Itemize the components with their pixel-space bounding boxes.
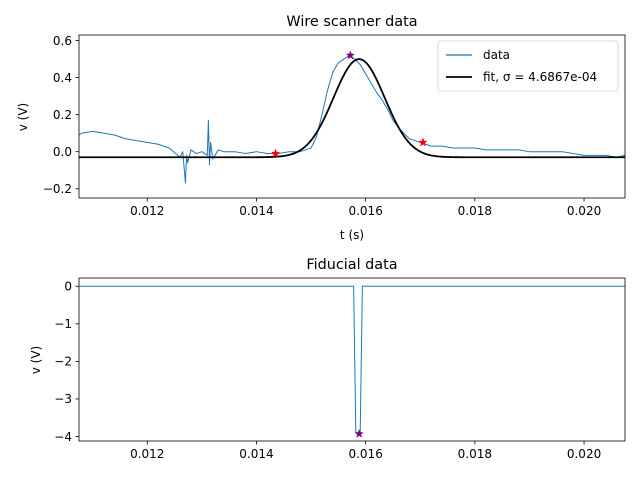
wire-scanner-clip-group <box>79 54 625 184</box>
fiducial-plot-area <box>79 285 625 438</box>
wire-scanner-x-tick-label: 0.014 <box>239 204 273 218</box>
legend: data fit, σ = 4.6867e-04 <box>437 40 619 92</box>
fiducial-x-ticks: 0.012 0.014 0.016 0.018 0.020 <box>130 441 601 461</box>
fiducial-y-ticks: −4 −3 −2 −1 0 <box>54 280 79 444</box>
wire-scanner-title: Wire scanner data <box>286 14 417 30</box>
fiducial-y-tick-label: −1 <box>54 317 72 331</box>
fiducial-y-tick-label: 0 <box>64 280 72 294</box>
legend-fit-label: fit, σ = 4.6867e-04 <box>483 70 597 84</box>
wire-scanner-frame <box>78 34 626 199</box>
wire-scanner-axes: Wire scanner data t (s) v (V) 0.012 0.014… <box>16 14 626 242</box>
fiducial-x-tick-label: 0.012 <box>130 447 164 461</box>
legend-data-label: data <box>483 48 510 62</box>
wire-scanner-y-tick-label: 0.0 <box>53 145 72 159</box>
wire-scanner-star-marker <box>418 137 428 147</box>
wire-scanner-data-line <box>79 54 625 184</box>
legend-box <box>437 40 619 92</box>
wire-scanner-x-tick-label: 0.020 <box>567 204 601 218</box>
fiducial-y-tick-label: −4 <box>54 430 72 444</box>
wire-scanner-x-label: t (s) <box>340 228 364 242</box>
wire-scanner-y-tick-label: −0.2 <box>43 182 72 196</box>
wire-scanner-y-label: v (V) <box>16 103 30 132</box>
wire-scanner-x-tick-label: 0.018 <box>458 204 492 218</box>
fiducial-y-tick-label: −3 <box>54 392 72 406</box>
wire-scanner-x-tick-label: 0.016 <box>348 204 382 218</box>
wire-scanner-plot-area <box>79 50 625 184</box>
wire-scanner-y-tick-label: 0.6 <box>53 34 72 48</box>
fiducial-y-tick-label: −2 <box>54 355 72 369</box>
wire-scanner-x-tick-label: 0.012 <box>130 204 164 218</box>
fiducial-x-tick-label: 0.016 <box>348 447 382 461</box>
wire-scanner-fit-line <box>79 58 625 159</box>
fiducial-x-tick-label: 0.018 <box>458 447 492 461</box>
wire-scanner-star-marker <box>270 148 281 158</box>
fiducial-x-tick-label: 0.014 <box>239 447 273 461</box>
fiducial-star-marker <box>354 428 364 438</box>
fiducial-y-label: v (V) <box>29 346 43 375</box>
wire-scanner-star-marker <box>345 50 356 60</box>
fiducial-title: Fiducial data <box>306 257 397 273</box>
wire-scanner-y-tick-label: 0.4 <box>53 71 72 85</box>
fiducial-axes: Fiducial data v (V) 0.012 0.014 0.016 0.018… <box>29 257 626 461</box>
fiducial-frame <box>78 277 626 442</box>
fiducial-x-tick-label: 0.020 <box>567 447 601 461</box>
wire-scanner-y-ticks: −0.2 0.0 0.2 0.4 0.6 <box>43 34 79 196</box>
wire-scanner-y-tick-label: 0.2 <box>53 108 72 122</box>
wire-scanner-x-ticks: 0.012 0.014 0.016 0.018 0.020 <box>130 198 601 218</box>
